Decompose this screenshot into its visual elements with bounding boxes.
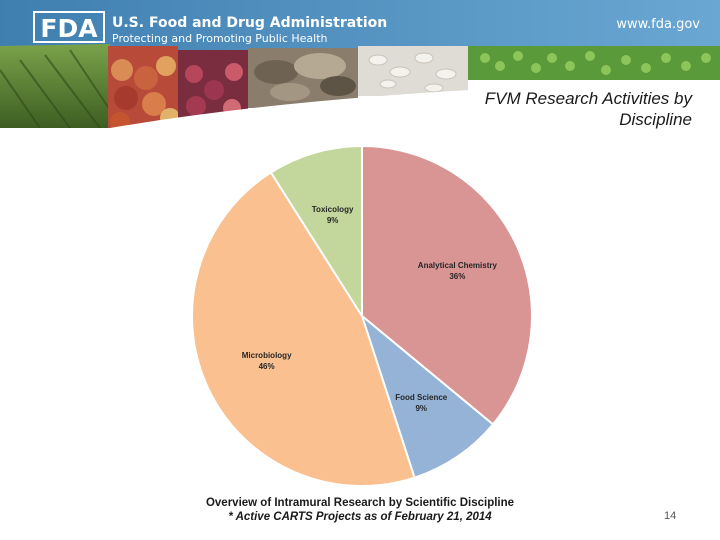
banner-curve: [110, 80, 720, 128]
caption-note: * Active CARTS Projects as of February 2…: [228, 511, 492, 523]
pie-slice-analytical-chemistry: [361, 144, 533, 426]
pie-chart: Analytical Chemistry 36% Food Science 9% Mic…: [190, 144, 533, 488]
slice-value-food-science: 9%: [415, 404, 427, 413]
banner-bar: [0, 0, 720, 52]
fda-logo-text: FDA: [40, 14, 98, 43]
slide-title: FVM Research Activities by Discipline: [392, 88, 692, 130]
website-url: www.fda.gov: [616, 17, 700, 32]
slice-label-toxicology: Toxicology: [312, 205, 354, 214]
slide-title-line2: Discipline: [619, 110, 692, 129]
pie-slice-toxicology: [269, 144, 363, 320]
slice-value-analytical-chemistry: 36%: [449, 272, 465, 281]
pie-chart-area: Analytical Chemistry 36% Food Science 9% Mic…: [0, 130, 720, 500]
chart-caption: Overview of Intramural Research by Scien…: [140, 497, 580, 523]
slice-value-toxicology: 9%: [327, 216, 339, 225]
crop-field-image: [0, 44, 110, 128]
caption-title: Overview of Intramural Research by Scien…: [205, 497, 515, 509]
header-banner: FDA U.S. Food and Drug Administration Pr…: [0, 0, 720, 128]
slice-label-analytical-chemistry: Analytical Chemistry: [418, 261, 498, 270]
slide-title-line1: FVM Research Activities by: [484, 89, 692, 108]
agency-name: U.S. Food and Drug Administration: [112, 15, 387, 31]
pie-slice-microbiology: [190, 171, 416, 488]
slice-label-microbiology: Microbiology: [242, 351, 292, 360]
page-number: 14: [664, 510, 677, 522]
slice-label-food-science: Food Science: [395, 393, 448, 402]
fda-logo: FDA: [33, 11, 105, 43]
peas-image: [468, 46, 720, 80]
header-graphic: FDA U.S. Food and Drug Administration Pr…: [0, 0, 720, 128]
pie-slice-food-science: [359, 313, 495, 479]
slice-value-microbiology: 46%: [259, 362, 275, 371]
agency-tagline: Protecting and Promoting Public Health: [112, 32, 328, 45]
